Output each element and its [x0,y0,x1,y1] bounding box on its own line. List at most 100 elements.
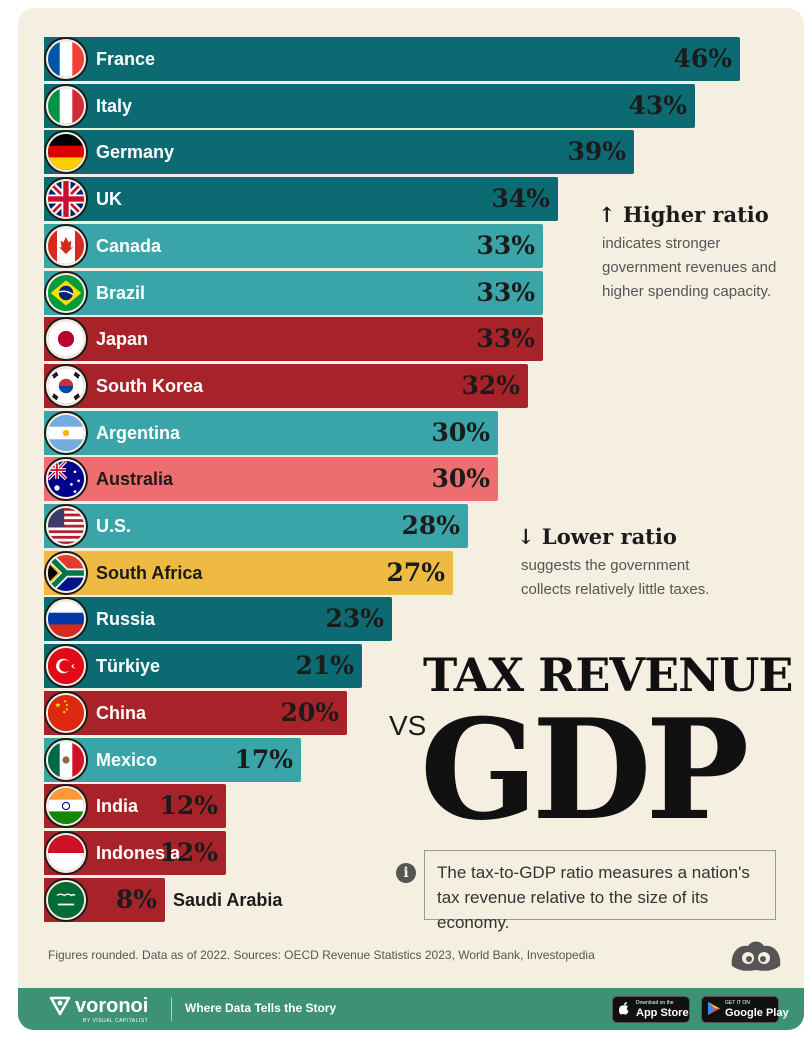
brazil-flag-icon [46,273,86,313]
south-korea-flag-icon [46,366,86,406]
germany-flag-icon [46,132,86,172]
google-play-icon [708,1002,720,1018]
value-label-indonesia: 12% [159,838,218,867]
footer-divider [171,997,172,1021]
bar-south-africa [44,551,453,595]
bar-brazil [44,271,543,315]
india-flag-icon [46,786,86,826]
value-label-south-korea: 32% [461,371,520,400]
country-label-france: France [96,49,156,69]
info-box: The tax-to-GDP ratio measures a nation's… [424,850,776,932]
tagline: Where Data Tells the Story [185,1001,337,1015]
country-label-t-rkiye: Türkiye [96,656,161,676]
uk-flag-icon [46,179,86,219]
footer: voronoi BY VISUAL CAPITALIST Where Data … [18,988,804,1030]
bar-italy [44,84,695,128]
bar-south-korea [44,364,528,408]
country-label-south-africa: South Africa [96,563,203,583]
value-label-russia: 23% [325,604,384,633]
indonesia-flag-icon [46,833,86,873]
france-flag-icon [46,39,86,79]
country-label-brazil: Brazil [96,283,146,303]
russia-flag-icon [46,599,86,639]
arrow-up-icon: ↑ [598,202,616,227]
brand-subtitle: BY VISUAL CAPITALIST [83,1018,149,1024]
chart-title-vs: VS [389,710,427,741]
bar-chart: France 46% Italy 43% Germany 39% UK 34% Canada 33… [18,8,804,938]
bar-germany [44,130,634,174]
bar-u-s [44,504,468,548]
value-label-australia: 30% [431,464,490,493]
value-label-u-s: 28% [401,511,460,540]
google-play-small-label: GET IT ON [725,1000,750,1006]
japan-flag-icon [46,319,86,359]
value-label-argentina: 30% [431,418,490,447]
country-label-mexico: Mexico [96,750,158,770]
country-label-germany: Germany [96,142,175,162]
chart-title-main: GDP [420,688,749,851]
mascot-logo-icon [731,941,781,971]
footnote: Figures rounded. Data as of 2022. Source… [48,948,595,962]
country-label-saudi-arabia: Saudi Arabia [173,890,283,910]
country-label-south-korea: South Korea [96,376,204,396]
italy-flag-icon [46,86,86,126]
lower-ratio-title: ↓ Lower ratio [517,524,677,549]
country-label-indonesia: Indonesia [96,843,181,863]
google-play-label: Google Play [725,1007,789,1019]
brand-name: voronoi [75,995,149,1017]
country-label-u-s: U.S. [96,516,132,536]
apple-icon [618,1002,630,1018]
bar-russia [44,597,392,641]
info-icon: i [396,863,416,883]
bar-mexico [44,738,301,782]
country-label-india: India [96,796,139,816]
value-label-south-africa: 27% [386,558,445,587]
value-label-brazil: 33% [476,278,535,307]
voronoi-logo-icon [49,996,71,1016]
value-label-mexico: 17% [234,745,293,774]
infographic-card: France 46% Italy 43% Germany 39% UK 34% Canada 33… [18,8,804,1030]
country-label-russia: Russia [96,609,156,629]
value-label-france: 46% [673,44,732,73]
bar-t-rkiye [44,644,362,688]
value-label-india: 12% [159,791,218,820]
bar-argentina [44,411,498,455]
bar-canada [44,224,543,268]
country-label-uk: UK [96,189,122,209]
canada-flag-icon [46,226,86,266]
argentina-flag-icon [46,413,86,453]
country-label-china: China [96,703,147,723]
country-label-italy: Italy [96,96,133,116]
value-label-china: 20% [280,698,339,727]
country-label-canada: Canada [96,236,162,256]
bar-france [44,37,740,81]
google-play-button[interactable]: GET IT ON Google Play [701,996,789,1023]
value-label-japan: 33% [476,324,535,353]
value-label-canada: 33% [476,231,535,260]
country-label-japan: Japan [96,329,149,349]
bar-china [44,691,347,735]
value-label-t-rkiye: 21% [295,651,354,680]
higher-ratio-text: indicates stronger government revenues a… [602,235,777,300]
country-label-argentina: Argentina [96,423,181,443]
australia-flag-icon [46,459,86,499]
app-store-label: App Store [636,1007,689,1019]
saudi-arabia-flag-icon [46,880,86,920]
higher-ratio-title: ↑ Higher ratio [598,202,769,227]
value-label-uk: 34% [491,184,550,213]
bar-uk [44,177,558,221]
value-label-italy: 43% [628,91,687,120]
china-flag-icon [46,693,86,733]
country-label-australia: Australia [96,469,174,489]
value-label-saudi-arabia: 8% [115,885,157,914]
bar-australia [44,457,498,501]
arrow-down-icon: ↓ [517,524,535,549]
turkiye-flag-icon [46,646,86,686]
app-store-button[interactable]: Download on the App Store [612,996,690,1023]
app-store-small-label: Download on the [636,1000,674,1006]
bar-japan [44,317,543,361]
mexico-flag-icon [46,740,86,780]
lower-ratio-text: suggests the government collects relativ… [521,557,710,598]
south-africa-flag-icon [46,553,86,593]
value-label-germany: 39% [567,137,626,166]
